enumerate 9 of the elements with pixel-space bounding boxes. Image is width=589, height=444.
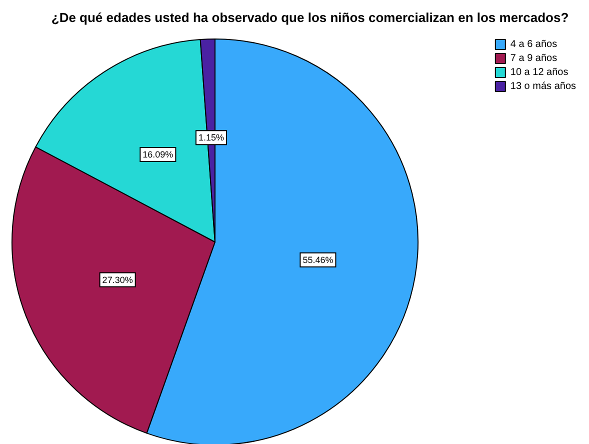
data-label: 1.15% xyxy=(198,132,224,143)
legend-label: 7 a 9 años xyxy=(510,53,558,64)
data-label: 16.09% xyxy=(142,149,174,160)
data-label: 27.30% xyxy=(102,274,133,285)
data-label: 55.46% xyxy=(302,254,334,265)
legend-label: 4 a 6 años xyxy=(510,39,558,50)
legend-label: 10 a 12 años xyxy=(510,67,568,78)
legend-label: 13 o más años xyxy=(510,81,576,92)
chart-title: ¿De qué edades usted ha observado que los niños comercializan en los mercados? xyxy=(51,10,569,25)
